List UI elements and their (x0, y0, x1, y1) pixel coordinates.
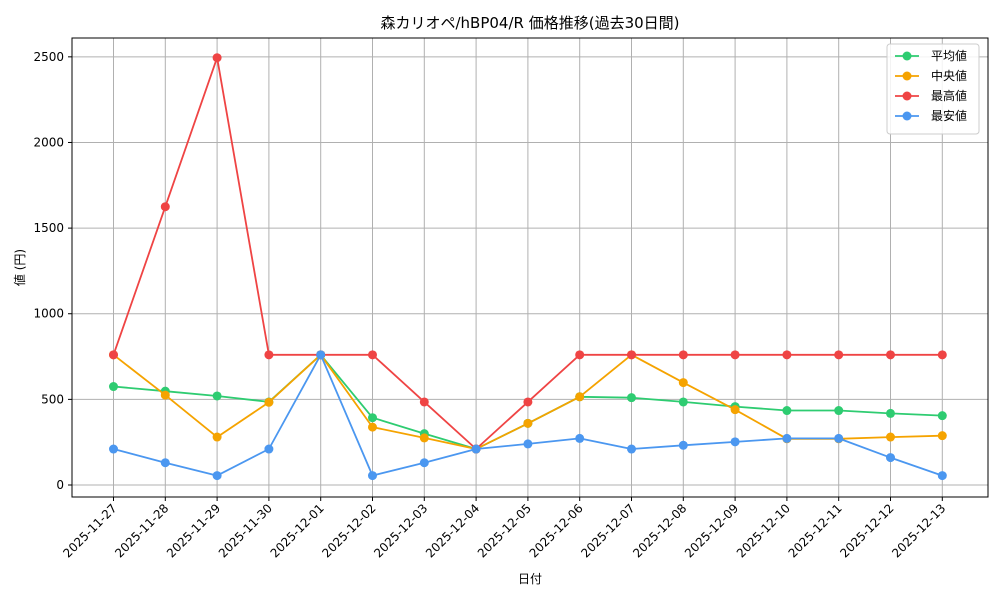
chart-title: 森カリオペ/hBP04/R 価格推移(過去30日間) (380, 14, 679, 32)
legend-item: 最安値 (895, 108, 967, 123)
data-point (678, 397, 688, 407)
data-point (109, 382, 118, 392)
series-3 (109, 350, 947, 481)
legend-marker (902, 91, 912, 101)
data-point (782, 433, 792, 443)
y-tick-label: 2000 (33, 135, 64, 149)
data-point (678, 350, 688, 360)
plot-area-frame (71, 37, 989, 498)
data-point (419, 397, 429, 407)
y-tick-label: 1000 (33, 307, 64, 321)
legend-item: 最高値 (895, 88, 967, 103)
legend-box (886, 43, 980, 135)
data-point (627, 444, 636, 454)
data-point (678, 440, 688, 450)
data-point (937, 411, 947, 421)
data-point (160, 202, 170, 212)
legend-item: 中央値 (895, 68, 967, 83)
data-point (212, 391, 222, 401)
x-axis-label: 日付 (518, 572, 542, 586)
data-point (368, 413, 377, 423)
data-point (782, 350, 792, 360)
data-point (730, 437, 740, 447)
data-point (886, 453, 895, 463)
legend-marker (902, 111, 912, 121)
legend-label: 平均値 (931, 48, 967, 63)
y-tick-label: 500 (41, 392, 64, 406)
legend-label: 中央値 (931, 68, 967, 83)
data-point (109, 444, 118, 454)
data-point (160, 458, 170, 468)
y-tick-label: 1500 (33, 221, 64, 235)
y-axis-ticks: 0 500 1000 1500 2000 2500 (33, 50, 72, 492)
y-tick-label: 0 (56, 478, 64, 492)
data-point (471, 444, 481, 454)
data-point (419, 458, 429, 468)
data-point (834, 433, 844, 443)
data-point (627, 350, 636, 360)
data-point (886, 408, 895, 418)
data-point (782, 406, 792, 416)
data-point (212, 53, 222, 63)
data-point (834, 406, 844, 416)
data-point (368, 350, 377, 360)
legend-label: 最安値 (931, 108, 967, 123)
data-point (678, 378, 688, 388)
data-point (937, 471, 947, 481)
data-point (730, 350, 740, 360)
y-tick-label: 2500 (33, 50, 64, 64)
data-point (575, 433, 585, 443)
data-point (886, 350, 895, 360)
data-point (212, 432, 222, 442)
legend-item: 平均値 (895, 48, 967, 63)
data-point (937, 431, 947, 441)
y-axis-label: 値 (円) (12, 249, 27, 286)
data-point (264, 397, 274, 407)
data-point (523, 418, 533, 428)
data-point (212, 471, 222, 481)
data-point (575, 350, 585, 360)
data-point (419, 433, 429, 443)
data-point (316, 350, 326, 360)
data-point (264, 444, 274, 454)
data-point (575, 392, 585, 402)
series-group (109, 53, 947, 481)
data-point (523, 397, 533, 407)
data-point (523, 439, 533, 449)
data-point (730, 405, 740, 415)
series-2 (109, 53, 947, 454)
legend-marker (902, 51, 912, 61)
grid (72, 38, 988, 497)
data-point (627, 393, 636, 403)
legend-marker (902, 71, 912, 81)
data-point (834, 350, 844, 360)
legend-label: 最高値 (931, 88, 967, 103)
data-point (368, 471, 377, 481)
data-point (886, 432, 895, 442)
data-point (109, 350, 118, 360)
data-point (160, 390, 170, 400)
data-point (264, 350, 274, 360)
data-point (368, 422, 377, 432)
data-point (937, 350, 947, 360)
